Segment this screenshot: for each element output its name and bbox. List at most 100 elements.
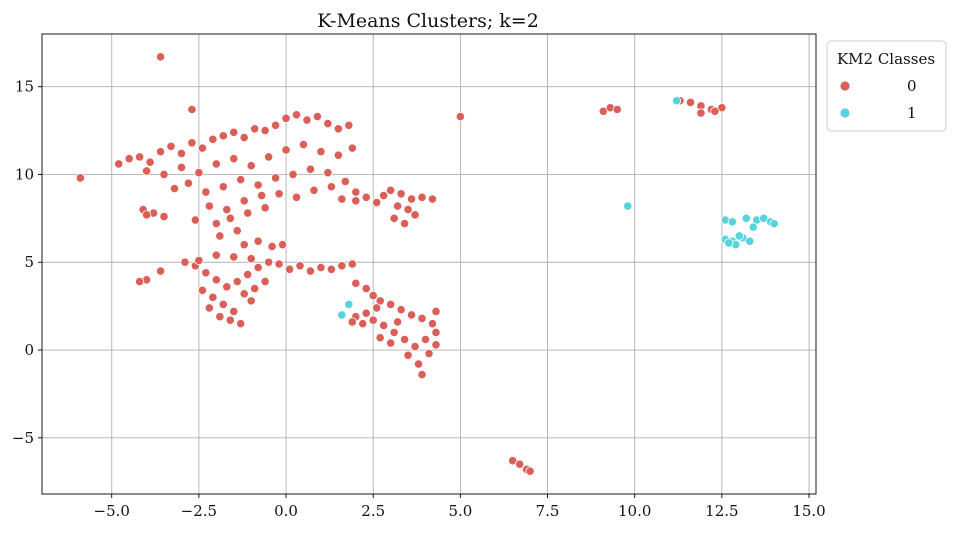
data-point	[403, 350, 413, 360]
data-point	[211, 159, 221, 169]
data-point	[347, 259, 357, 269]
data-point	[410, 210, 420, 220]
y-tick-label: 10	[15, 165, 34, 183]
data-point	[222, 204, 232, 215]
data-point	[225, 315, 235, 325]
data-point	[696, 108, 706, 118]
y-tick-label: 15	[15, 78, 34, 96]
x-tick-label: 10.0	[618, 502, 651, 520]
data-point	[284, 264, 295, 274]
data-point	[267, 241, 277, 252]
data-point	[515, 459, 525, 469]
data-point	[260, 203, 270, 213]
data-point	[197, 285, 207, 295]
data-point	[623, 201, 633, 211]
data-point	[204, 303, 214, 313]
data-point	[351, 187, 361, 197]
data-point	[769, 219, 779, 229]
data-point	[250, 283, 260, 294]
data-points	[75, 52, 779, 476]
data-point	[685, 97, 696, 108]
data-point	[270, 120, 281, 130]
data-point	[386, 338, 396, 348]
data-point	[420, 334, 431, 345]
data-point	[347, 143, 357, 153]
data-point	[393, 201, 403, 211]
data-point	[243, 208, 253, 218]
data-point	[455, 111, 465, 122]
data-point	[298, 140, 309, 150]
data-point	[253, 262, 263, 273]
data-point	[291, 192, 302, 202]
x-tick-label: 2.5	[361, 502, 385, 520]
data-point	[239, 196, 249, 206]
data-point	[368, 315, 378, 325]
data-point	[229, 127, 239, 137]
y-axis: −5 0 5 10 15	[12, 78, 42, 447]
data-point	[176, 148, 187, 158]
data-point	[424, 348, 434, 359]
data-point	[337, 194, 347, 204]
data-point	[288, 169, 298, 180]
data-point	[389, 213, 399, 223]
data-point	[197, 143, 207, 153]
data-point	[187, 104, 197, 115]
data-point	[232, 226, 242, 236]
data-point	[253, 236, 263, 246]
data-point	[323, 118, 333, 129]
series-0	[75, 52, 727, 476]
data-point	[281, 145, 291, 155]
data-point	[431, 327, 441, 338]
data-point	[368, 291, 378, 301]
data-point	[236, 175, 246, 185]
data-point	[389, 327, 399, 338]
data-point	[372, 303, 382, 313]
data-point	[305, 266, 316, 276]
data-point	[141, 166, 152, 176]
x-tick-label: 7.5	[536, 502, 560, 520]
legend-label-1: 1	[907, 104, 917, 122]
data-point	[361, 283, 371, 294]
data-point	[211, 275, 221, 285]
data-point	[155, 266, 166, 276]
data-point	[135, 276, 145, 287]
data-point	[239, 240, 249, 250]
data-point	[239, 132, 249, 143]
y-tick-label: 0	[24, 341, 34, 359]
data-point	[671, 96, 682, 106]
data-point	[218, 182, 228, 192]
data-point	[340, 176, 350, 187]
data-point	[281, 113, 291, 123]
data-point	[145, 157, 155, 167]
data-point	[333, 150, 343, 160]
data-point	[211, 219, 221, 229]
data-point	[274, 259, 284, 269]
data-point	[180, 257, 190, 267]
data-point	[277, 240, 288, 250]
data-point	[264, 257, 274, 267]
data-point	[361, 308, 371, 318]
data-point	[229, 154, 239, 164]
data-point	[114, 159, 124, 169]
plot-frame	[41, 33, 817, 495]
data-point	[187, 138, 197, 148]
x-tick-label: 5.0	[448, 502, 472, 520]
data-point	[194, 255, 204, 266]
data-point	[396, 305, 406, 315]
legend-marker-1	[839, 107, 851, 119]
data-point	[260, 276, 270, 287]
data-point	[166, 141, 176, 151]
data-point	[309, 185, 319, 195]
legend-box	[826, 40, 947, 132]
data-point	[243, 269, 253, 280]
data-point	[724, 238, 734, 248]
data-point	[337, 261, 347, 271]
data-point	[525, 466, 535, 476]
data-point	[222, 282, 232, 292]
data-point	[75, 173, 85, 183]
data-point	[169, 183, 180, 194]
data-point	[257, 190, 267, 201]
data-point	[208, 134, 218, 144]
data-point	[386, 185, 396, 195]
